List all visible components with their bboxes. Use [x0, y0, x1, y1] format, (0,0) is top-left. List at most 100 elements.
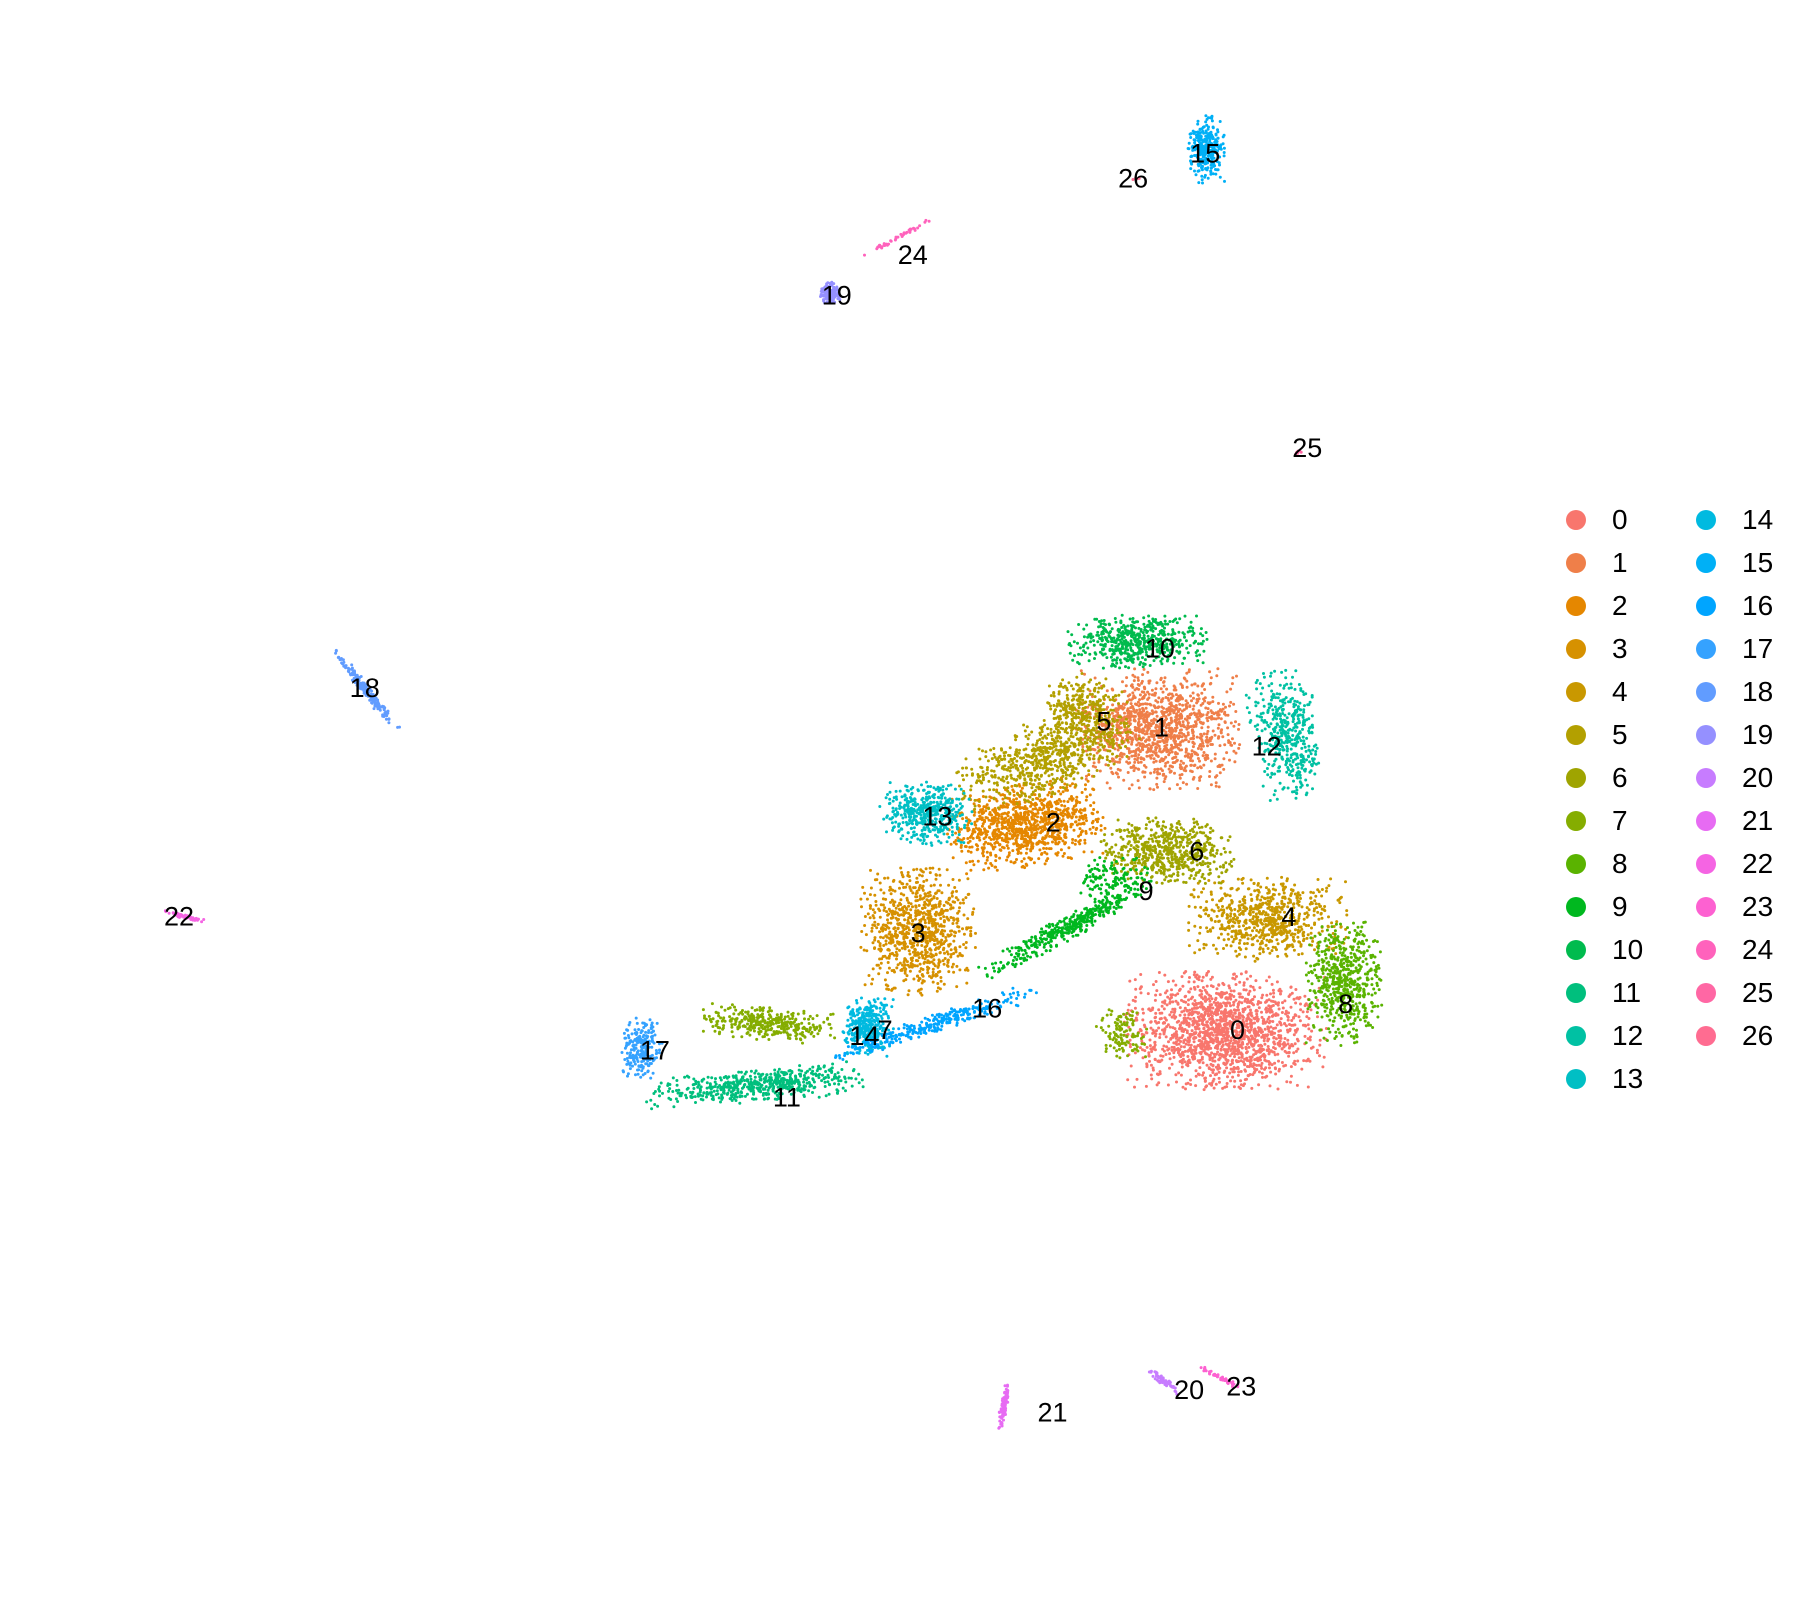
data-point — [1305, 1010, 1309, 1014]
data-point — [1122, 718, 1125, 722]
data-point — [1229, 1027, 1233, 1031]
data-point — [1134, 737, 1138, 741]
data-point — [1318, 1054, 1321, 1058]
data-point — [989, 813, 993, 817]
data-point — [1166, 980, 1170, 984]
cluster-4-points — [1187, 875, 1349, 963]
data-point — [890, 916, 894, 920]
data-point — [1142, 690, 1146, 694]
data-point — [965, 981, 969, 985]
data-point — [1265, 1020, 1269, 1024]
data-point — [971, 912, 974, 916]
data-point — [926, 909, 930, 913]
data-point — [1012, 825, 1016, 829]
data-point — [1213, 752, 1217, 756]
data-point — [1134, 733, 1138, 737]
data-point — [1025, 825, 1029, 829]
data-point — [1189, 737, 1193, 741]
data-point — [1211, 1041, 1215, 1045]
data-point — [1188, 1008, 1192, 1012]
data-point — [1330, 921, 1334, 925]
data-point — [1001, 812, 1005, 816]
data-point — [1183, 1006, 1187, 1010]
data-point — [1267, 1062, 1271, 1066]
cluster-1-points — [1074, 667, 1242, 792]
data-point — [1149, 1063, 1153, 1067]
data-point — [1261, 1075, 1264, 1079]
data-point — [903, 957, 907, 961]
data-point — [1196, 1072, 1200, 1076]
data-point — [1116, 760, 1120, 764]
data-point — [1205, 973, 1208, 977]
data-point — [1133, 1085, 1136, 1089]
data-point — [1160, 705, 1164, 709]
data-point — [1165, 707, 1169, 711]
data-point — [1293, 883, 1297, 887]
data-point — [1189, 763, 1193, 767]
data-point — [1230, 993, 1234, 997]
data-point — [1118, 757, 1122, 761]
data-point — [901, 907, 904, 910]
data-point — [1192, 725, 1196, 729]
data-point — [904, 885, 908, 889]
data-point — [1208, 1082, 1212, 1086]
data-point — [985, 858, 989, 862]
data-point — [1188, 705, 1192, 708]
data-point — [1234, 1030, 1238, 1034]
data-point — [1247, 993, 1251, 996]
data-point — [1010, 827, 1014, 831]
data-point — [928, 894, 932, 897]
data-point — [1327, 884, 1331, 888]
data-point — [1160, 1058, 1164, 1062]
data-point — [924, 867, 928, 871]
data-point — [1247, 1005, 1251, 1009]
data-point — [1139, 991, 1143, 995]
data-point — [893, 926, 897, 930]
data-point — [1152, 757, 1156, 761]
data-point — [918, 894, 922, 898]
data-point — [1241, 1010, 1245, 1014]
data-point — [1092, 748, 1096, 751]
data-point — [1305, 1015, 1309, 1019]
data-point — [1190, 1007, 1194, 1011]
data-point — [1143, 732, 1147, 736]
data-point — [1208, 999, 1212, 1003]
data-point — [1178, 734, 1182, 738]
data-point — [1133, 760, 1137, 764]
data-point — [1075, 823, 1079, 827]
data-point — [1196, 693, 1200, 697]
data-point — [1165, 743, 1169, 747]
data-point — [1192, 776, 1196, 779]
data-point — [966, 893, 970, 896]
data-point — [926, 941, 930, 945]
data-point — [1213, 1059, 1217, 1063]
data-point — [915, 891, 919, 895]
data-point — [1174, 999, 1178, 1003]
data-point — [957, 929, 961, 933]
data-point — [1260, 1010, 1263, 1014]
data-point — [1206, 707, 1210, 711]
data-point — [1078, 801, 1082, 804]
data-point — [1205, 716, 1209, 720]
data-point — [1175, 783, 1179, 787]
data-point — [1205, 1023, 1209, 1027]
data-point — [1215, 914, 1219, 918]
data-point — [945, 868, 949, 872]
data-point — [1193, 1019, 1197, 1023]
data-point — [1196, 747, 1200, 750]
data-point — [1313, 948, 1316, 952]
data-point — [1234, 710, 1238, 713]
data-point — [1136, 678, 1140, 682]
data-point — [1283, 1037, 1287, 1040]
data-point — [1178, 731, 1181, 735]
data-point — [1272, 995, 1275, 999]
data-point — [1289, 1005, 1293, 1009]
data-point — [1261, 1021, 1265, 1025]
data-point — [1180, 684, 1184, 688]
data-point — [1012, 800, 1016, 804]
data-point — [1146, 992, 1150, 996]
data-point — [1182, 768, 1186, 772]
data-point — [1027, 809, 1031, 813]
data-point — [1196, 985, 1200, 989]
data-point — [1187, 1043, 1191, 1047]
